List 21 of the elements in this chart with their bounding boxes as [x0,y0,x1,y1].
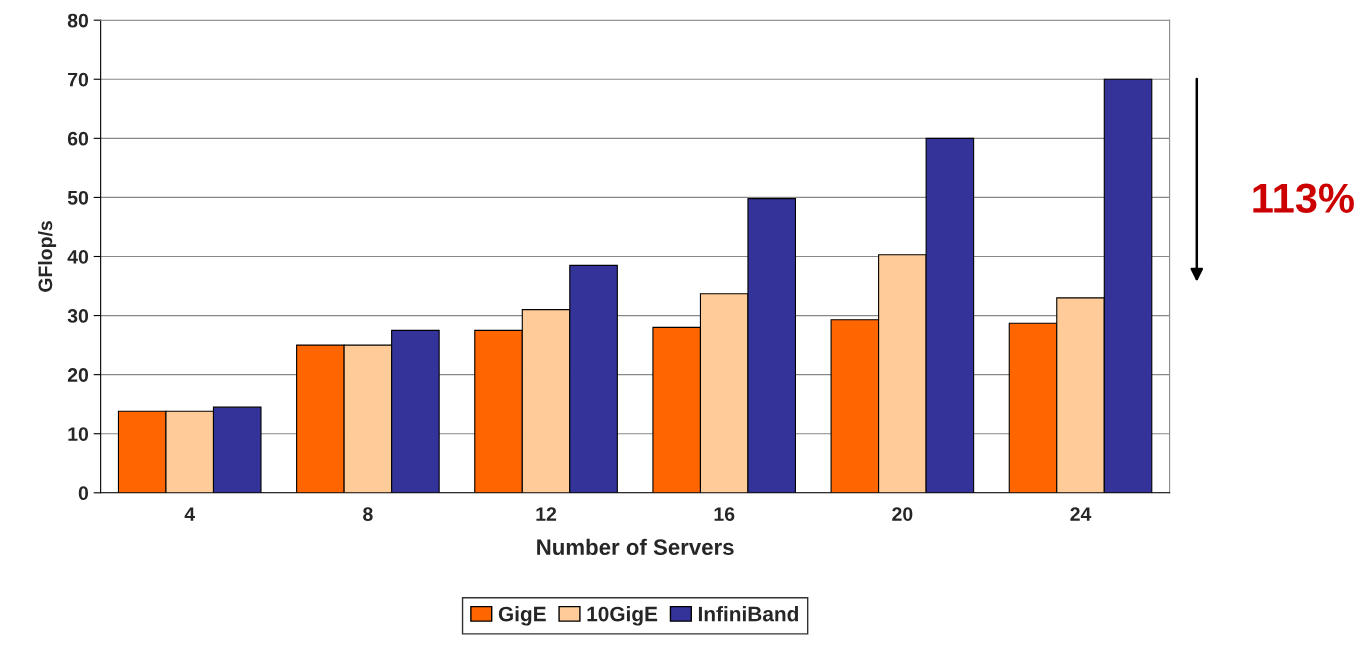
y-tick-label: 50 [67,190,89,205]
x-tick-label: 20 [892,507,913,521]
x-tick-label: 24 [1070,507,1092,521]
y-tick-label: 20 [67,368,89,382]
y-tick-label: 80 [67,13,89,28]
y-tick-label: 30 [67,309,89,323]
y-tick-label: 10 [68,427,89,441]
x-tick-label: 4 [184,507,196,521]
x-tick-label: 12 [536,507,557,521]
y-tick-label: 70 [68,72,89,87]
text: 113% [1253,183,1354,214]
y-tick-label: 0 [78,486,89,501]
legend-label: 10GigE [587,606,658,626]
x-tick-label: 16 [714,507,735,521]
legend-label: GigE [498,606,546,626]
y-tick-label: 60 [67,131,89,146]
x-tick-label: 8 [363,507,373,521]
y-tick-label: 40 [67,249,89,264]
y-axis-title: GFlop/s [37,221,57,292]
legend-label: InfiniBand [698,606,798,622]
x-axis-title: Number of Servers [537,538,734,556]
